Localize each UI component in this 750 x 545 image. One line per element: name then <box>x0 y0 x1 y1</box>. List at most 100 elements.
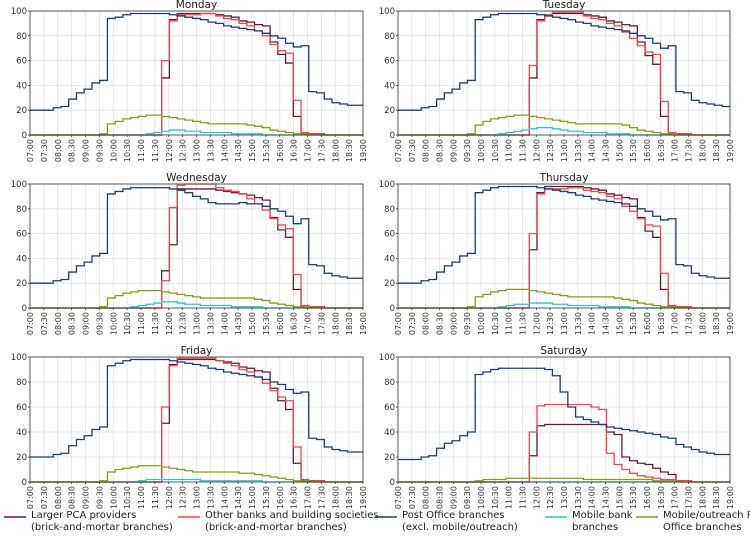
x-tick-label: 13:00 <box>193 139 202 162</box>
x-tick-label: 09:30 <box>95 486 104 509</box>
x-tick-label: 10:30 <box>123 486 132 509</box>
x-tick-label: 12:00 <box>165 486 174 509</box>
y-tick-label: 80 <box>384 378 395 388</box>
y-tick-label: 80 <box>16 378 27 388</box>
legend-label: (brick-and-mortar branches) <box>31 522 173 533</box>
x-tick-label: 14:30 <box>602 312 611 335</box>
x-tick-label: 14:00 <box>588 312 597 335</box>
x-tick-label: 09:00 <box>82 312 91 335</box>
x-tick-label: 18:00 <box>698 312 707 335</box>
x-tick-label: 16:30 <box>657 139 666 162</box>
x-tick-label: 08:00 <box>422 139 431 162</box>
legend-label: Larger PCA providers <box>31 510 136 521</box>
series-line-po <box>398 12 730 111</box>
x-tick-label: 12:00 <box>165 139 174 162</box>
series-line-outreach <box>30 289 363 309</box>
panel-title: Saturday <box>540 345 587 357</box>
legend-label: Office branches <box>663 522 742 533</box>
series-line-po <box>398 367 730 461</box>
x-tick-label: 16:30 <box>290 486 299 509</box>
x-tick-label: 07:30 <box>408 312 417 335</box>
x-tick-label: 07:30 <box>408 486 417 509</box>
y-tick-label: 80 <box>16 32 27 42</box>
x-tick-label: 12:30 <box>546 139 555 162</box>
x-tick-label: 13:00 <box>560 139 569 162</box>
series-line-outreach <box>30 114 363 136</box>
x-tick-label: 11:00 <box>505 486 514 509</box>
x-tick-label: 10:30 <box>491 139 500 162</box>
legend-label: Other banks and building societies <box>205 510 379 521</box>
x-tick-label: 14:30 <box>234 139 243 162</box>
legend-item-po: Post Office branches(excl. mobile/outrea… <box>375 510 518 533</box>
x-tick-label: 10:00 <box>477 486 486 509</box>
x-tick-label: 07:30 <box>40 139 49 162</box>
panel-title: Tuesday <box>542 0 586 11</box>
y-tick-label: 80 <box>384 32 395 42</box>
x-tick-label: 18:00 <box>331 486 340 509</box>
y-tick-label: 0 <box>22 131 27 141</box>
series-line-po <box>30 12 363 111</box>
y-tick-label: 40 <box>384 428 395 438</box>
x-tick-label: 13:30 <box>574 486 583 509</box>
panel-wednesday: 0 20 40 60 80 100 07:00 07:30 08:00 08:30 09:00 09:… <box>11 172 368 335</box>
x-tick-label: 16:00 <box>643 139 652 162</box>
x-tick-label: 08:30 <box>68 312 77 335</box>
y-tick-label: 40 <box>16 81 27 91</box>
panel-title: Monday <box>176 0 217 11</box>
x-tick-label: 12:00 <box>532 139 541 162</box>
x-tick-label: 11:00 <box>137 486 146 509</box>
x-tick-label: 08:00 <box>54 312 63 335</box>
x-tick-label: 15:30 <box>629 486 638 509</box>
x-tick-label: 07:30 <box>40 486 49 509</box>
x-tick-label: 15:00 <box>248 486 257 509</box>
x-tick-label: 17:30 <box>685 312 694 335</box>
x-tick-label: 17:30 <box>685 139 694 162</box>
series-line-outreach <box>30 465 363 483</box>
x-tick-label: 17:00 <box>671 486 680 509</box>
x-tick-label: 10:30 <box>491 486 500 509</box>
y-tick-label: 0 <box>390 478 395 488</box>
x-tick-label: 09:00 <box>449 486 458 509</box>
x-tick-label: 13:00 <box>193 486 202 509</box>
legend: Larger PCA providers(brick-and-mortar br… <box>4 510 750 533</box>
series-line-po <box>30 358 363 458</box>
x-tick-label: 12:30 <box>179 312 188 335</box>
x-tick-label: 18:00 <box>331 139 340 162</box>
y-tick-label: 60 <box>384 230 395 240</box>
panel-title: Thursday <box>539 172 589 184</box>
x-tick-label: 09:00 <box>449 312 458 335</box>
legend-label: Mobile bank <box>572 510 633 521</box>
x-tick-label: 08:00 <box>54 139 63 162</box>
y-tick-label: 20 <box>16 453 27 463</box>
x-tick-label: 07:30 <box>408 139 417 162</box>
x-tick-label: 08:30 <box>436 139 445 162</box>
x-tick-label: 10:30 <box>491 312 500 335</box>
series-line-outreach <box>398 288 730 309</box>
x-tick-label: 16:00 <box>276 139 285 162</box>
y-tick-label: 60 <box>384 403 395 413</box>
x-tick-label: 13:30 <box>206 312 215 335</box>
x-tick-label: 10:00 <box>477 139 486 162</box>
x-tick-label: 09:30 <box>463 486 472 509</box>
y-tick-label: 0 <box>390 131 395 141</box>
x-tick-label: 19:00 <box>359 312 368 335</box>
x-tick-label: 09:00 <box>82 486 91 509</box>
y-tick-label: 40 <box>16 254 27 264</box>
x-tick-label: 13:00 <box>560 486 569 509</box>
x-tick-label: 16:00 <box>643 312 652 335</box>
x-tick-label: 19:00 <box>726 312 735 335</box>
x-tick-label: 15:00 <box>615 486 624 509</box>
x-tick-label: 07:00 <box>394 486 403 509</box>
x-tick-label: 16:30 <box>290 139 299 162</box>
x-tick-label: 12:30 <box>546 486 555 509</box>
x-tick-label: 09:30 <box>463 312 472 335</box>
x-tick-label: 09:30 <box>463 139 472 162</box>
x-tick-label: 11:30 <box>151 139 160 162</box>
x-tick-label: 16:30 <box>657 486 666 509</box>
x-tick-label: 18:30 <box>345 312 354 335</box>
x-tick-label: 07:00 <box>26 312 35 335</box>
panel-thursday: 0 20 40 60 80 100 07:00 07:30 08:00 08:30 09:00 09:… <box>379 172 735 335</box>
y-tick-label: 20 <box>16 106 27 116</box>
x-tick-label: 14:30 <box>602 139 611 162</box>
x-tick-label: 07:30 <box>40 312 49 335</box>
